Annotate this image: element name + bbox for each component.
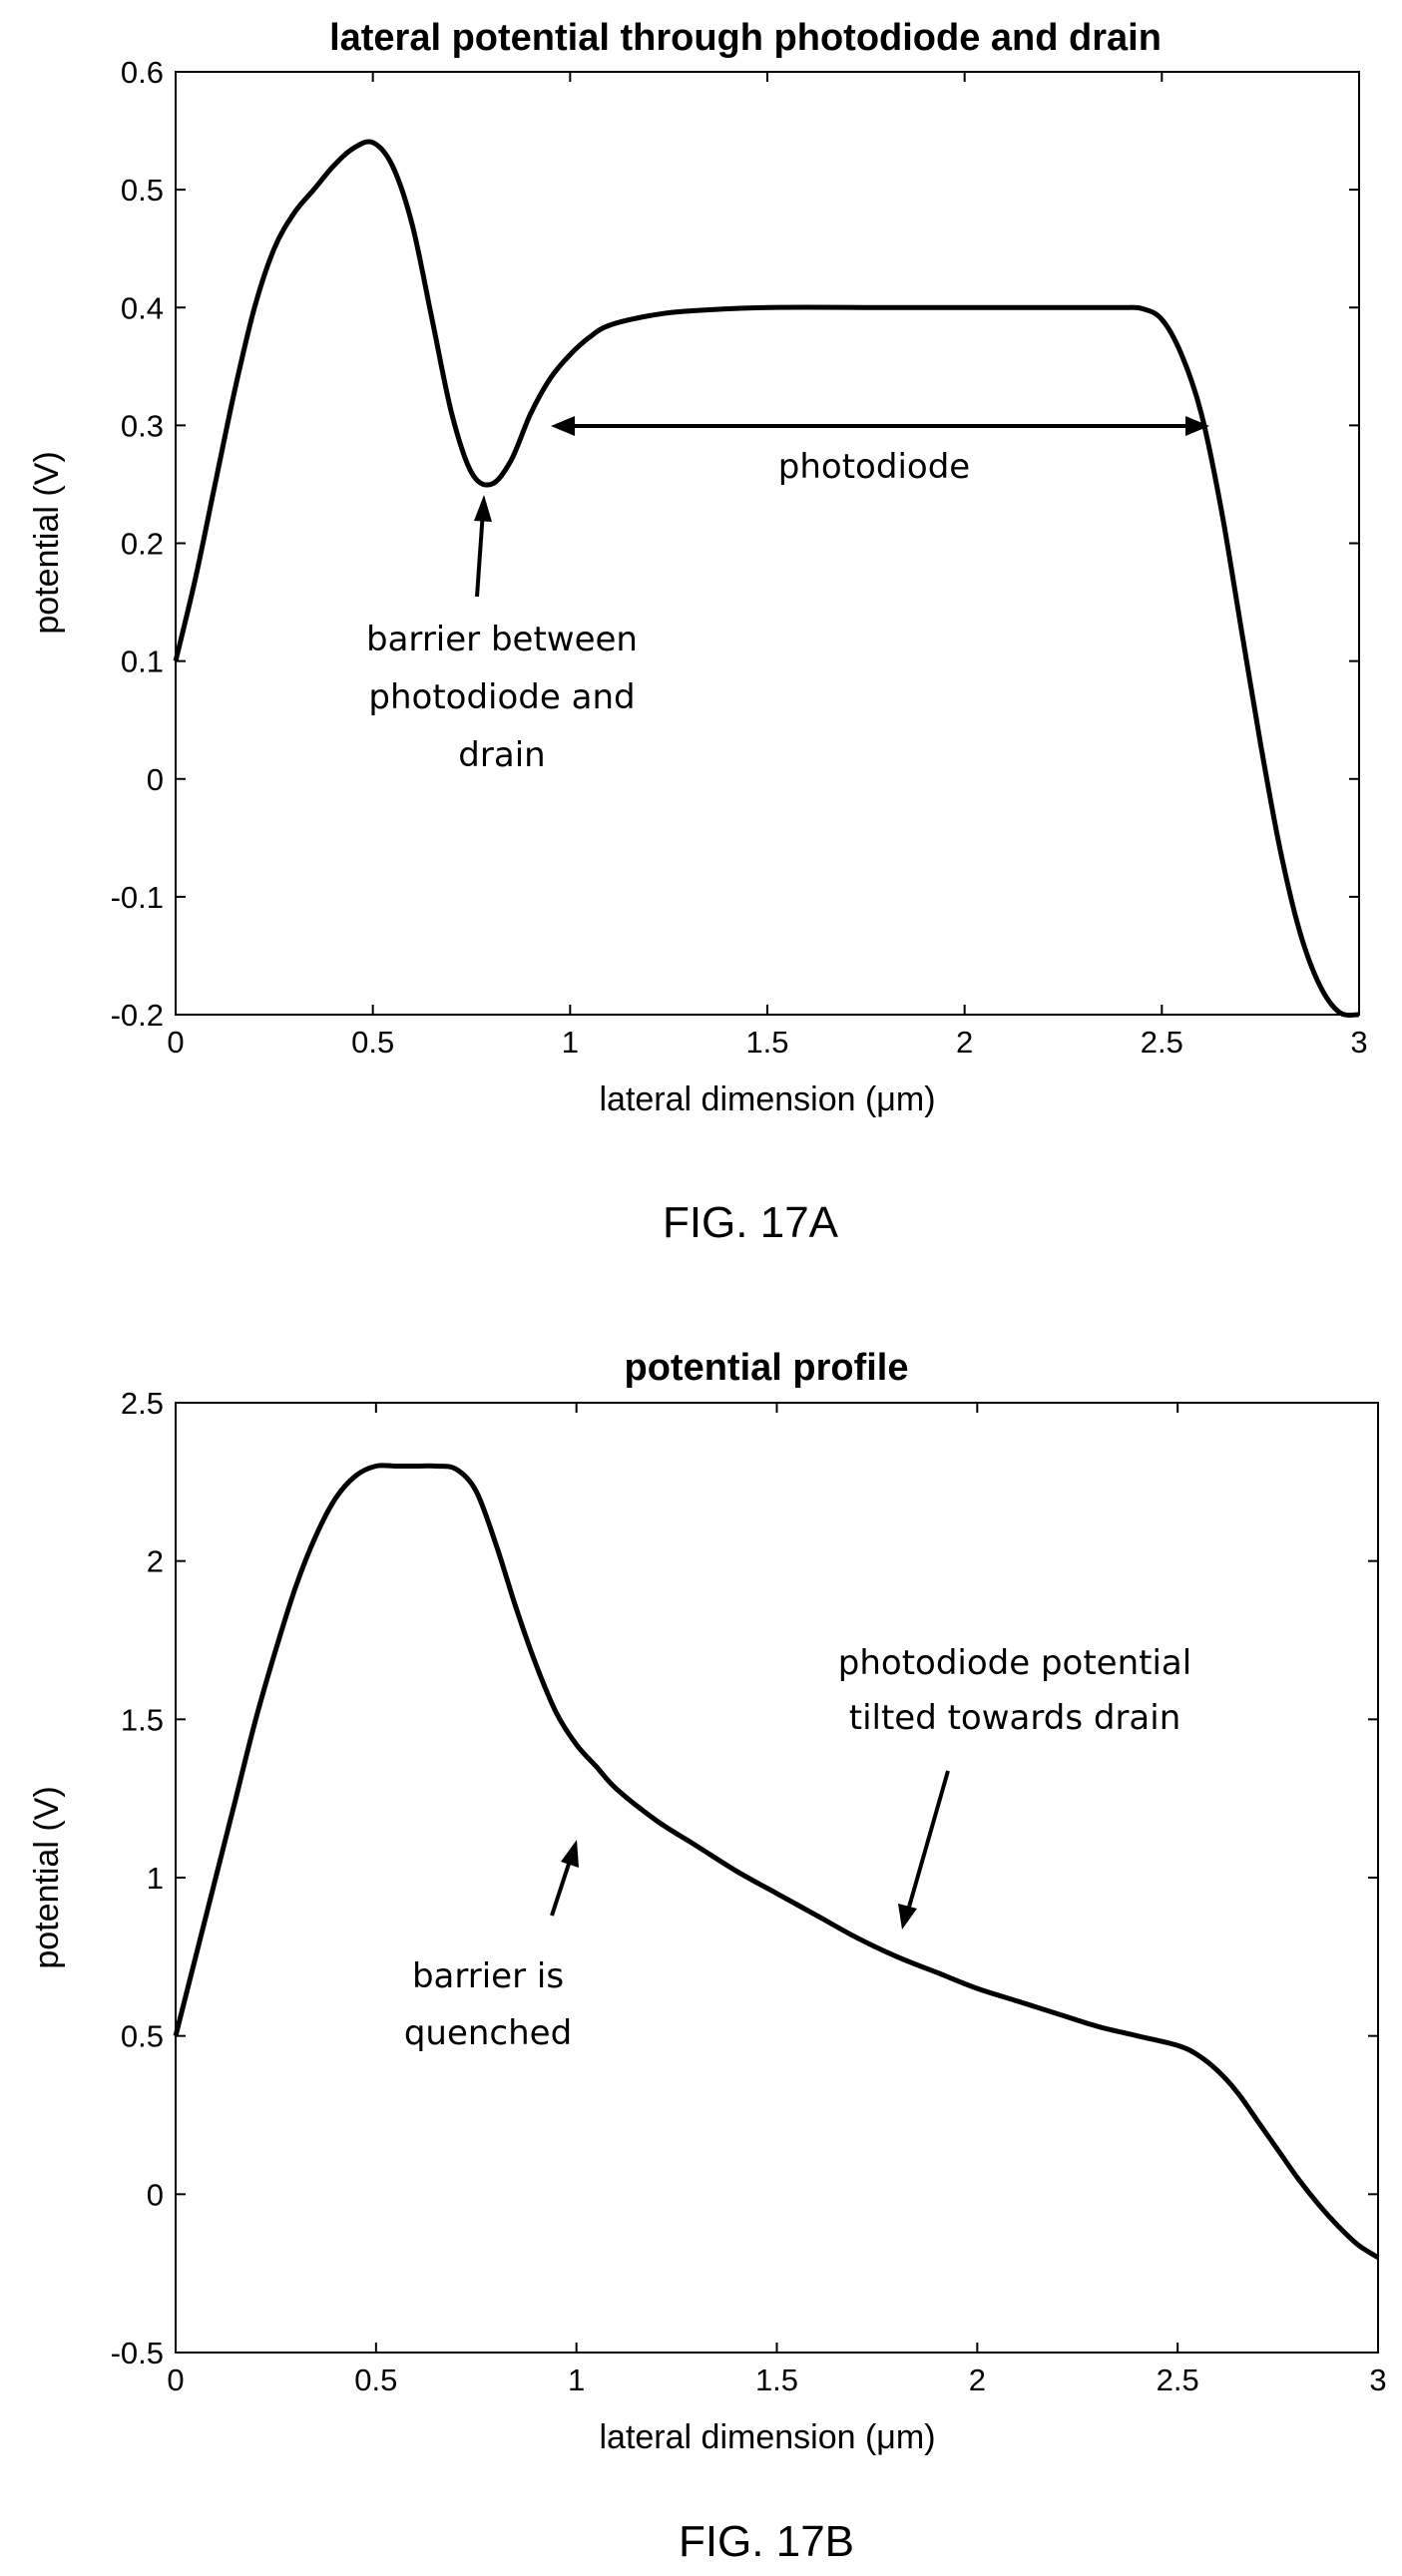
x-tick-label: 2.5 xyxy=(1141,1025,1183,1060)
x-tick-label: 0.5 xyxy=(351,1025,394,1060)
x-tick-label: 0 xyxy=(167,1025,184,1060)
y-tick-label: 1 xyxy=(147,1861,164,1896)
annotation-quenched-line-2: quenched xyxy=(404,2013,572,2053)
y-axis-ticks: -0.5 0 0.5 1 1.5 2 2.5 xyxy=(111,1386,1378,2370)
x-tick-label: 0 xyxy=(167,2362,184,2397)
x-tick-label: 1.5 xyxy=(745,1025,788,1060)
annotation-photodiode-span-arrow xyxy=(551,416,1209,436)
y-tick-label: 0.5 xyxy=(121,2019,164,2054)
y-tick-label: 1.5 xyxy=(121,1702,164,1737)
y-tick-label: 0.4 xyxy=(121,290,164,325)
annotation-barrier-line-1: barrier between xyxy=(366,620,638,659)
x-tick-label: 0.5 xyxy=(354,2362,397,2397)
y-tick-label: 0.2 xyxy=(121,527,164,562)
y-tick-label: 0 xyxy=(147,762,164,797)
annotation-tilted-line-2: tilted towards drain xyxy=(849,1698,1181,1738)
annotation-barrier-line-2: photodiode and xyxy=(368,677,635,717)
chart-title: lateral potential through photodiode and… xyxy=(329,17,1162,59)
annotation-quenched-arrow xyxy=(550,1840,579,1917)
chart-title: potential profile xyxy=(625,1347,909,1389)
x-tick-label: 1 xyxy=(568,2362,585,2397)
x-tick-label: 3 xyxy=(1369,2362,1386,2397)
annotation-barrier-line-3: drain xyxy=(458,735,545,775)
y-tick-label: 0.6 xyxy=(121,55,164,90)
plot-frame xyxy=(175,71,1360,1016)
y-tick-label: 2.5 xyxy=(121,1386,164,1421)
y-tick-label: -0.1 xyxy=(111,880,164,915)
x-axis-label: lateral dimension (μm) xyxy=(599,1080,935,1118)
x-tick-label: 3 xyxy=(1350,1025,1367,1060)
x-tick-label: 2.5 xyxy=(1157,2362,1199,2397)
x-axis-ticks: 0 0.5 1 1.5 2 2.5 3 xyxy=(167,72,1368,1060)
y-tick-label: 0.5 xyxy=(121,173,164,208)
x-tick-label: 2 xyxy=(969,2362,986,2397)
y-tick-label: 2 xyxy=(147,1544,164,1579)
x-tick-label: 1.5 xyxy=(755,2362,798,2397)
y-axis-ticks: -0.2 -0.1 0 0.1 0.2 0.3 0.4 0.5 0.6 xyxy=(111,55,1359,1033)
annotation-quenched-line-1: barrier is xyxy=(412,1956,564,1996)
annotation-tilted-arrow xyxy=(898,1770,950,1930)
annotation-barrier-arrow xyxy=(474,495,492,598)
y-tick-label: 0 xyxy=(147,2177,164,2212)
figure-caption: FIG. 17B xyxy=(679,2517,854,2566)
y-tick-label: 0.3 xyxy=(121,408,164,443)
x-tick-label: 2 xyxy=(956,1025,973,1060)
chart-17a: lateral potential through photodiode and… xyxy=(28,17,1368,1247)
x-axis-label: lateral dimension (μm) xyxy=(599,2418,935,2456)
y-tick-label: -0.5 xyxy=(111,2336,164,2370)
y-axis-label: potential (V) xyxy=(28,1786,66,1968)
chart-17b: potential profile 0 0.5 1 1.5 2 2.5 3 -0.500.5… xyxy=(28,1347,1387,2566)
annotation-photodiode: photodiode xyxy=(778,447,970,487)
figure-caption: FIG. 17A xyxy=(663,1198,839,1247)
x-tick-label: 1 xyxy=(562,1025,579,1060)
plot-frame xyxy=(175,1402,1379,2354)
x-axis-ticks: 0 0.5 1 1.5 2 2.5 3 xyxy=(167,1403,1387,2397)
annotation-tilted-line-1: photodiode potential xyxy=(838,1643,1191,1683)
potential-curve xyxy=(173,1463,1380,2260)
y-tick-label: 0.1 xyxy=(121,644,164,679)
y-axis-label: potential (V) xyxy=(28,451,66,634)
potential-curve xyxy=(173,139,1360,1019)
y-tick-label: -0.2 xyxy=(111,998,164,1033)
